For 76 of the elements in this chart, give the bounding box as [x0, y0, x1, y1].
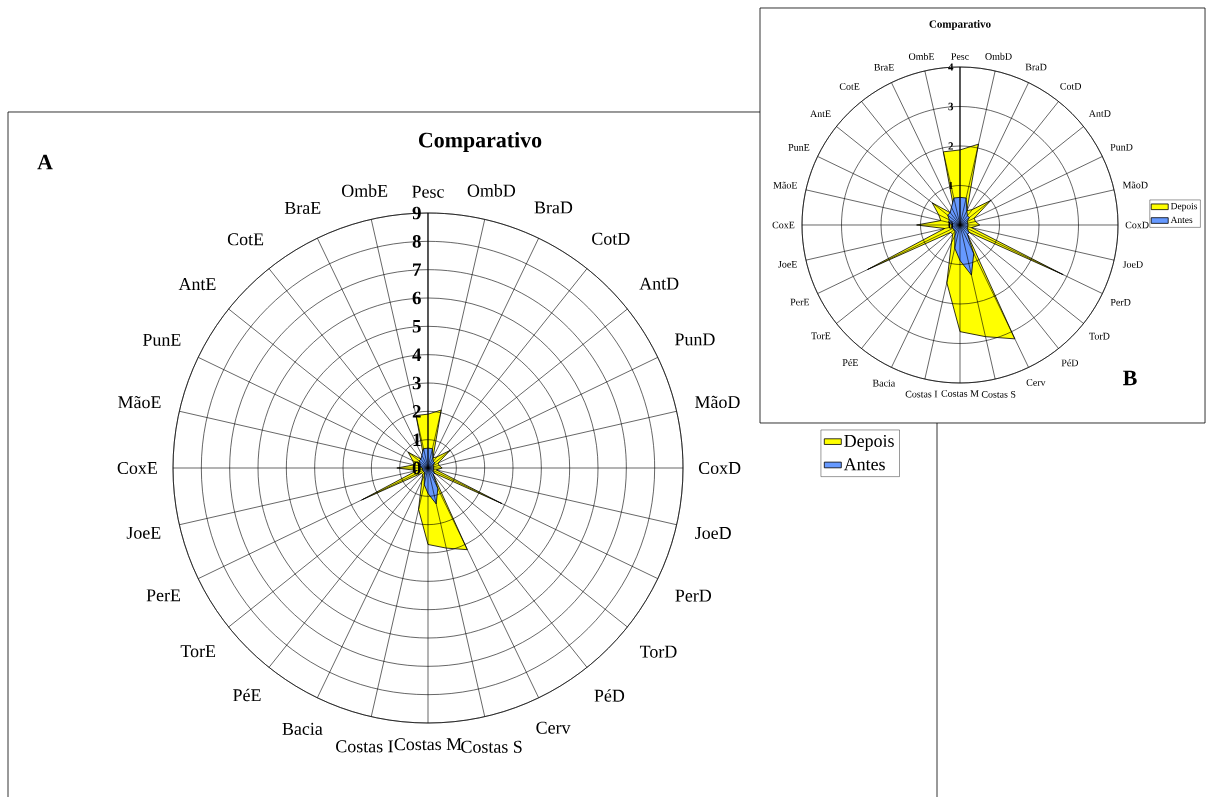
- y-tick-label: 8: [412, 234, 421, 248]
- spoke-label: PéE: [842, 358, 858, 366]
- spoke-label: AntE: [178, 278, 216, 291]
- legend-label: Antes: [843, 458, 885, 471]
- y-tick-label: 0: [948, 221, 954, 229]
- spoke-label: Pesc: [951, 53, 969, 60]
- spoke-label: PerE: [146, 589, 181, 602]
- chart-title: Comparativo: [418, 132, 542, 152]
- y-tick-label: 3: [412, 376, 421, 390]
- spoke-label: JoeE: [126, 526, 161, 539]
- spoke-label: PunD: [1110, 143, 1133, 151]
- spoke-label: PunD: [675, 333, 715, 346]
- spoke-label: AntE: [810, 110, 831, 118]
- spoke-label: CotE: [227, 233, 264, 246]
- spoke-label: CotD: [592, 232, 630, 245]
- spoke-label: MãoE: [118, 396, 161, 409]
- legend-label: Depois: [844, 434, 894, 451]
- spoke-label: OmbD: [985, 52, 1012, 60]
- spoke-label: JoeD: [695, 527, 731, 540]
- y-tick-label: 5: [412, 320, 421, 333]
- spoke-label: JoeD: [1122, 261, 1143, 268]
- spoke-label: PunE: [788, 144, 810, 151]
- legend-label: Antes: [1170, 216, 1193, 223]
- spoke-label: AntD: [1088, 110, 1111, 117]
- spoke-label: TorE: [811, 332, 831, 340]
- y-tick-label: 1: [413, 433, 421, 446]
- y-tick-label: 3: [948, 102, 954, 111]
- chart-title: Comparativo: [929, 20, 991, 30]
- legend-label: Depois: [1170, 202, 1198, 212]
- spoke-label: TorD: [639, 645, 677, 658]
- spoke-label: AntD: [639, 277, 679, 290]
- y-tick-label: 1: [948, 181, 953, 190]
- spoke-label: MãoD: [695, 395, 740, 409]
- spoke-label: PerE: [790, 298, 810, 306]
- spoke-label: BraE: [284, 201, 321, 214]
- y-tick-label: 6: [412, 291, 421, 305]
- spoke-label: Cerv: [1026, 379, 1046, 386]
- spoke-label: CotE: [839, 83, 860, 90]
- spoke-label: PerD: [675, 589, 712, 602]
- spoke-label: BraD: [534, 201, 573, 214]
- spoke-label: CoxD: [1125, 221, 1149, 229]
- spoke-label: Pesc: [412, 185, 444, 198]
- spoke-label: Costas S: [981, 391, 1016, 398]
- spoke-label: BraE: [874, 63, 894, 71]
- spoke-label: Bacia: [282, 722, 323, 735]
- y-tick-label: 4: [412, 348, 422, 361]
- text: B: [1123, 370, 1137, 386]
- spoke-label: Costas M: [394, 738, 462, 751]
- spoke-label: CoxE: [772, 221, 795, 229]
- spoke-label: CoxE: [117, 461, 157, 475]
- y-tick-label: 2: [948, 142, 954, 150]
- spoke-label: MãoD: [1122, 181, 1148, 189]
- spoke-label: Cerv: [536, 721, 571, 734]
- spoke-label: JoeE: [778, 261, 797, 268]
- spoke-label: TorD: [1089, 332, 1110, 340]
- spoke-label: CoxD: [698, 461, 741, 475]
- spoke-label: Costas S: [461, 740, 522, 753]
- spoke-label: PéD: [1061, 359, 1079, 367]
- spoke-label: OmbD: [467, 184, 516, 197]
- spoke-label: PunE: [142, 333, 181, 346]
- spoke-label: PéD: [594, 689, 625, 702]
- y-tick-label: 7: [413, 263, 422, 276]
- spoke-label: Costas M: [941, 390, 979, 397]
- spoke-label: CotD: [1060, 82, 1082, 90]
- spoke-label: PerD: [1110, 299, 1131, 306]
- spoke-label: MãoE: [773, 181, 797, 189]
- spoke-label: Costas I: [905, 390, 938, 398]
- text: A: [37, 154, 53, 170]
- spoke-label: OmbE: [908, 52, 935, 60]
- spoke-label: Bacia: [872, 379, 896, 387]
- spoke-label: BraD: [1025, 63, 1047, 71]
- spoke-label: OmbE: [342, 184, 388, 197]
- spoke-label: TorE: [180, 645, 216, 658]
- spoke-label: Costas I: [336, 740, 393, 753]
- spoke-label: PéE: [233, 688, 261, 702]
- y-tick-label: 2: [412, 405, 421, 418]
